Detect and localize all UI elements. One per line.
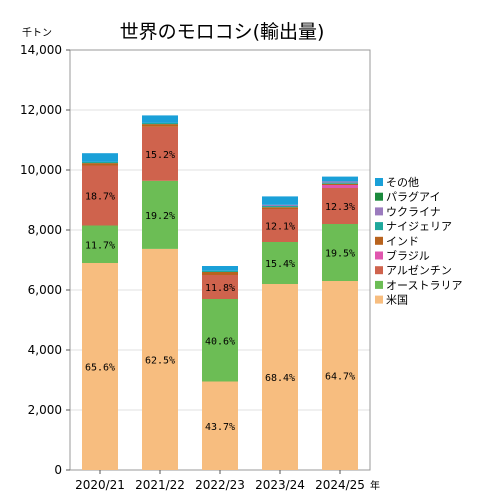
- bar-segment: [322, 183, 358, 185]
- legend-label: 米国: [386, 294, 408, 307]
- bar-segment: [322, 182, 358, 184]
- legend-label: インド: [386, 235, 419, 248]
- legend-label: ナイジェリア: [386, 220, 452, 233]
- legend-swatch: [375, 236, 383, 245]
- bar-segment: [322, 281, 358, 470]
- y-axis: 0 2,000 4,000 6,000 8,000 10,000 12,000 14,000: [20, 43, 70, 477]
- bar-segment: [262, 209, 298, 242]
- bar-segment: [262, 206, 298, 208]
- bar-segment: [202, 299, 238, 382]
- bar-segment: [202, 266, 238, 271]
- y-tick-label: 0: [54, 463, 62, 477]
- data-label: 64.7%: [325, 372, 355, 383]
- legend-label: アルゼンチン: [386, 264, 452, 277]
- bar-segment: [322, 181, 358, 183]
- data-label: 19.5%: [325, 249, 355, 260]
- legend-label: オーストラリア: [386, 279, 462, 292]
- bar-segment: [322, 176, 358, 182]
- legend-label: ブラジル: [386, 249, 430, 263]
- legend-swatch: [375, 178, 383, 186]
- data-label: 40.6%: [205, 336, 235, 347]
- bar-segment: [262, 242, 298, 284]
- data-label: 15.4%: [265, 259, 295, 270]
- bar-segment: [262, 196, 298, 205]
- bar-segment: [82, 263, 118, 470]
- bar-segment: [202, 272, 238, 275]
- bars: 65.6% 11.7% 18.7% 62.5% 19.2% 15.2% 43.7% 40.6%…: [82, 115, 358, 470]
- x-tick-label: 2020/21: [75, 478, 125, 492]
- y-unit-label: 千トン: [22, 27, 52, 39]
- data-label: 19.2%: [145, 211, 175, 222]
- data-label: 12.1%: [265, 222, 295, 233]
- data-label: 18.7%: [85, 192, 115, 203]
- data-label: 65.6%: [85, 363, 115, 374]
- bar-segment: [82, 163, 118, 166]
- legend-swatch: [375, 222, 383, 231]
- legend-swatch: [375, 251, 383, 260]
- bar-segment: [82, 161, 118, 164]
- bar-segment: [142, 180, 178, 249]
- legend-label: その他: [386, 176, 419, 189]
- bar-segment: [82, 153, 118, 162]
- y-tick-label: 12,000: [20, 103, 62, 117]
- x-tick-label: 2023/24: [255, 478, 305, 492]
- bar-segment: [262, 207, 298, 209]
- data-label: 62.5%: [145, 355, 175, 366]
- y-tick-label: 14,000: [20, 43, 62, 57]
- data-label: 15.2%: [145, 150, 175, 161]
- legend-swatch: [375, 266, 383, 275]
- bar-segment: [142, 126, 178, 181]
- legend-swatch: [375, 280, 383, 289]
- bar-segment: [82, 165, 118, 226]
- legend-swatch: [375, 192, 383, 201]
- data-label: 11.7%: [85, 240, 115, 251]
- x-tick-label: 2021/22: [135, 478, 185, 492]
- bar-segment: [142, 115, 178, 123]
- legend-label: パラグアイ: [386, 190, 440, 204]
- legend-swatch: [375, 295, 383, 304]
- bar-segment: [322, 188, 358, 224]
- bar-segment: [82, 225, 118, 263]
- data-label: 11.8%: [205, 283, 235, 294]
- data-label: 68.4%: [265, 373, 295, 384]
- legend-swatch: [375, 207, 383, 216]
- bar-segment: [202, 381, 238, 470]
- y-tick-label: 4,000: [28, 343, 62, 357]
- bar-segment: [142, 124, 178, 127]
- bar-segment: [202, 270, 238, 272]
- x-tick-label: 2024/25: [315, 478, 365, 492]
- bar-segment: [262, 204, 298, 206]
- y-tick-label: 2,000: [28, 403, 62, 417]
- bar-segment: [202, 275, 238, 299]
- legend-label: ウクライナ: [386, 205, 441, 218]
- bar-segment: [142, 248, 178, 470]
- y-tick-label: 8,000: [28, 223, 62, 237]
- y-tick-label: 6,000: [28, 283, 62, 297]
- legend: その他パラグアイウクライナナイジェリアインドブラジルアルゼンチンオーストラリア米…: [375, 176, 462, 307]
- y-tick-label: 10,000: [20, 163, 62, 177]
- x-axis: 2020/21 2021/22 2022/23 2023/24 2024/25: [75, 470, 365, 492]
- bar-segment: [322, 224, 358, 281]
- bar-segment: [262, 284, 298, 470]
- data-label: 43.7%: [205, 422, 235, 433]
- bar-segment: [142, 122, 178, 125]
- data-label: 12.3%: [325, 202, 355, 213]
- chart-title: 世界のモロコシ(輸出量): [120, 21, 325, 43]
- x-unit-label: 年: [370, 479, 380, 492]
- bar-segment: [322, 185, 358, 188]
- x-tick-label: 2022/23: [195, 478, 245, 492]
